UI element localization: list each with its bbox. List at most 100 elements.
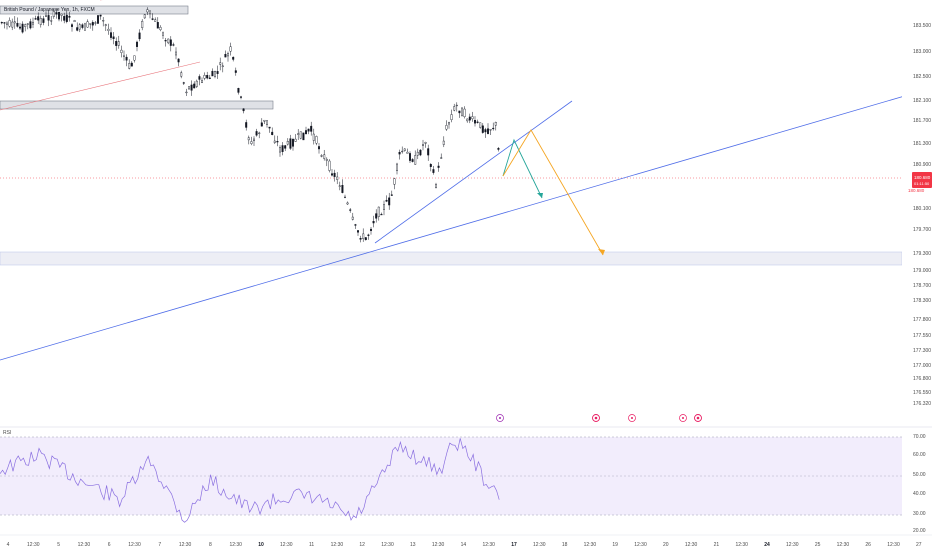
candle-body — [45, 15, 48, 17]
candle-body — [21, 23, 24, 33]
time-axis-label: 12:30 — [887, 542, 900, 548]
price-axis-label: 176.320 — [913, 401, 931, 407]
price-axis-label: 181.700 — [913, 118, 931, 124]
candle-body — [453, 106, 456, 111]
price-axis-label: 182.100 — [913, 98, 931, 104]
candle-body — [458, 110, 461, 114]
time-axis-label: 12:30 — [280, 542, 293, 548]
candle-body — [78, 24, 81, 30]
candle-body — [427, 148, 430, 156]
candle-body — [385, 199, 388, 202]
green-arrow-icon — [537, 193, 543, 198]
time-axis-label: 12:30 — [837, 542, 850, 548]
candle-body — [250, 141, 253, 144]
candle-body — [268, 126, 271, 129]
price-axis-label: 176.800 — [913, 376, 931, 382]
candle-body — [398, 151, 401, 155]
rsi-label: RSI — [3, 430, 11, 436]
rsi-axis-label: 50.00 — [913, 472, 926, 478]
candle-body — [32, 21, 35, 25]
candle-body — [174, 51, 177, 56]
candle-body — [0, 22, 3, 24]
candle-body — [284, 145, 287, 149]
candle-body — [50, 20, 53, 22]
orange-projection-path[interactable] — [502, 129, 604, 256]
candle-body — [403, 148, 406, 151]
candle-body — [377, 206, 380, 217]
candle-body — [234, 70, 237, 73]
time-axis-label: 12:30 — [533, 542, 546, 548]
candle-body — [242, 108, 245, 112]
rsi-line[interactable] — [0, 438, 500, 523]
green-projection-path[interactable] — [502, 138, 543, 199]
candle-body — [271, 131, 274, 136]
resistance-zone-top[interactable] — [0, 5, 189, 15]
resistance-zone-middle[interactable] — [0, 100, 274, 110]
price-axis-labels: 183.500 183.000 182.500 182.100 181.700 181.3… — [913, 23, 931, 407]
candle-body — [357, 230, 360, 233]
candle-body — [96, 15, 99, 24]
candle-body — [479, 122, 482, 128]
candle-body — [252, 138, 255, 142]
candle-body — [5, 22, 8, 25]
candle-body — [141, 20, 144, 28]
candle-body — [177, 58, 180, 63]
candle-body — [128, 63, 131, 69]
price-axis[interactable] — [902, 0, 932, 425]
candle-body — [487, 128, 490, 134]
candle-body — [91, 22, 94, 26]
candle-body — [476, 121, 479, 123]
candle-body — [117, 41, 120, 46]
candle-body — [263, 119, 266, 122]
candle-body — [468, 116, 471, 121]
candle-body — [328, 160, 331, 171]
candle-body — [393, 178, 396, 185]
event-markers[interactable] — [496, 414, 702, 422]
price-axis-label: 179.300 — [913, 251, 931, 257]
time-axis-label: 12:30 — [584, 542, 597, 548]
candle-body — [255, 131, 258, 136]
time-axis-label: 11 — [309, 542, 314, 548]
resistance-trendline[interactable] — [0, 61, 201, 111]
candle-body — [47, 15, 50, 21]
rsi-axis-label: 40.00 — [913, 491, 926, 497]
candle-body — [323, 154, 326, 159]
candle-body — [198, 76, 201, 80]
current-price-countdown: 01:11:50 — [914, 181, 930, 186]
rsi-pane[interactable]: RSI 70.00 60.00 50.00 40.00 30.00 20.00 — [0, 430, 926, 534]
price-axis-label: 177.550 — [913, 333, 931, 339]
candle-body — [372, 221, 375, 224]
candle-body — [409, 153, 412, 161]
candle-body — [11, 21, 14, 28]
price-axis-label: 183.500 — [913, 23, 931, 29]
candle-body — [429, 164, 432, 167]
candle-body — [83, 23, 86, 31]
candle-body — [364, 237, 367, 241]
candle-body — [424, 142, 427, 144]
long-support-trendline[interactable] — [0, 87, 932, 361]
rsi-axis-labels: 70.00 60.00 50.00 40.00 30.00 20.00 — [913, 434, 926, 534]
candle-body — [383, 204, 386, 210]
short-support-trendline[interactable] — [374, 100, 573, 244]
candle-body — [221, 65, 224, 68]
rsi-axis-label: 60.00 — [913, 452, 926, 458]
price-axis-label: 177.300 — [913, 348, 931, 354]
candlestick-series[interactable] — [0, 7, 500, 243]
rsi-axis-label: 30.00 — [913, 511, 926, 517]
candle-body — [102, 20, 105, 22]
candle-body — [169, 39, 172, 46]
candle-body — [489, 129, 492, 131]
candle-body — [331, 173, 334, 176]
price-axis-label: 177.800 — [913, 317, 931, 323]
candle-body — [396, 163, 399, 171]
time-axis[interactable]: 4 12:30 5 12:30 6 12:30 7 12:30 8 12:30 10 12:30 11 1… — [7, 542, 922, 548]
time-axis-label: 10 — [258, 542, 264, 548]
candle-body — [195, 80, 198, 87]
candle-body — [99, 14, 102, 17]
candle-body — [206, 75, 209, 79]
support-zone[interactable] — [0, 251, 903, 266]
candle-body — [16, 22, 19, 27]
price-pane[interactable] — [0, 0, 902, 425]
